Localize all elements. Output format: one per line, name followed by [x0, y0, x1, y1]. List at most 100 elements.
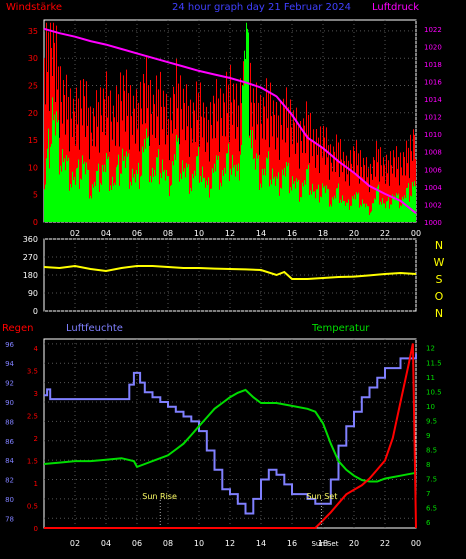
- pressure-tick-label: 1022: [424, 26, 442, 34]
- wind-tick-label: 35: [28, 27, 38, 36]
- time-tick-lower: 02: [70, 539, 80, 548]
- wind-tick-label: 25: [28, 82, 38, 91]
- pressure-series: [43, 27, 417, 214]
- pressure-tick-label: 1010: [424, 131, 442, 139]
- humidity-line: [44, 353, 417, 515]
- humidity-tick-label: 94: [5, 360, 14, 368]
- temperature-axis-title: Temperatur: [311, 323, 370, 334]
- time-tick-lower: 12: [225, 539, 235, 548]
- rain-tick-label: 0.5: [27, 503, 38, 511]
- temperature-tick-label: 10: [426, 403, 435, 411]
- compass-letter: S: [436, 273, 443, 286]
- lower-series: [43, 343, 417, 529]
- temperature-tick-label: 11.5: [426, 359, 442, 367]
- time-tick-upper: 10: [194, 229, 204, 238]
- direction-tick-label: 90: [28, 289, 38, 298]
- time-tick-lower: 20: [349, 539, 359, 548]
- sunset-label: Sun Set: [306, 492, 337, 501]
- rain-tick-label: 0: [34, 525, 38, 533]
- compass-letter: O: [435, 290, 444, 303]
- temperature-tick-label: 8: [426, 461, 430, 469]
- pressure-tick-label: 1020: [424, 43, 442, 51]
- humidity-tick-label: 90: [5, 399, 14, 407]
- time-tick-lower: 06: [132, 539, 142, 548]
- time-tick-upper: 12: [225, 229, 235, 238]
- temperature-tick-label: 11: [426, 374, 435, 382]
- time-tick-upper: 18: [318, 229, 328, 238]
- pressure-tick-label: 1018: [424, 61, 442, 69]
- temperature-tick-label: 6.5: [426, 505, 437, 513]
- axis-ticks: 0202040406060808101012121414161618182020…: [5, 26, 442, 548]
- temperature-tick-label: 9: [426, 432, 430, 440]
- rain-tick-label: 2.5: [27, 413, 38, 421]
- wind-tick-label: 10: [28, 163, 38, 172]
- rain-tick-label: 4: [34, 345, 39, 353]
- humidity-tick-label: 80: [5, 496, 14, 504]
- time-tick-upper: 16: [287, 229, 297, 238]
- time-tick-upper: 06: [132, 229, 142, 238]
- humidity-tick-label: 86: [5, 438, 14, 446]
- pressure-tick-label: 1002: [424, 201, 442, 209]
- humidity-tick-label: 92: [5, 380, 14, 388]
- wind-tick-label: 0: [33, 218, 38, 227]
- humidity-tick-label: 96: [5, 341, 14, 349]
- time-tick-upper: 00: [411, 229, 421, 238]
- humidity-tick-label: 88: [5, 418, 14, 426]
- direction-series: [43, 264, 417, 280]
- pressure-tick-label: 1006: [424, 166, 442, 174]
- wind-tick-label: 20: [28, 109, 38, 118]
- compass-letter: N: [435, 307, 443, 320]
- time-tick-lower: 04: [101, 539, 111, 548]
- rain-tick-label: 3.5: [27, 368, 38, 376]
- time-tick-lower: 18: [318, 539, 328, 548]
- compass-letter: W: [434, 256, 445, 269]
- pressure-tick-label: 1000: [424, 219, 442, 227]
- wind-tick-label: 30: [28, 54, 38, 63]
- time-tick-upper: 08: [163, 229, 173, 238]
- rain-axis-title: Regen: [2, 323, 34, 334]
- rain-line: [44, 343, 417, 529]
- time-tick-lower: 16: [287, 539, 297, 548]
- temperature-tick-label: 7: [426, 490, 430, 498]
- pressure-tick-label: 1016: [424, 78, 442, 86]
- pressure-tick-label: 1004: [424, 184, 442, 192]
- wind-series: [44, 22, 416, 222]
- temperature-line: [43, 388, 417, 483]
- time-tick-lower: 14: [256, 539, 266, 548]
- wind-tick-label: 5: [33, 191, 38, 200]
- direction-line: [43, 264, 417, 280]
- humidity-tick-label: 82: [5, 477, 14, 485]
- compass-letter: N: [435, 239, 443, 252]
- direction-tick-label: 270: [23, 253, 38, 262]
- temperature-tick-label: 9.5: [426, 417, 437, 425]
- humidity-axis-title: Luftfeuchte: [66, 323, 123, 334]
- rain-tick-label: 2: [34, 435, 38, 443]
- graph-title: 24 hour graph day 21 Februar 2024: [172, 2, 351, 13]
- direction-tick-label: 180: [23, 271, 38, 280]
- temperature-tick-label: 8.5: [426, 446, 437, 454]
- sunrise-label: Sun Rise: [142, 492, 177, 501]
- wind-tick-label: 15: [28, 136, 38, 145]
- time-tick-upper: 14: [256, 229, 266, 238]
- rain-tick-label: 1: [34, 480, 38, 488]
- pressure-line: [43, 27, 417, 214]
- pressure-axis-title: Luftdruck: [372, 2, 419, 13]
- rain-tick-label: 1.5: [27, 458, 38, 466]
- wind-axis-title: Windstärke: [6, 2, 62, 13]
- direction-tick-label: 0: [33, 307, 38, 316]
- time-tick-lower: 10: [194, 539, 204, 548]
- pressure-tick-label: 1014: [424, 96, 442, 104]
- temperature-tick-label: 7.5: [426, 476, 437, 484]
- time-tick-lower: 08: [163, 539, 173, 548]
- time-tick-lower: 00: [411, 539, 421, 548]
- time-tick-upper: 02: [70, 229, 80, 238]
- sunset-label-bottom: Sun Set: [311, 540, 338, 548]
- time-tick-upper: 22: [380, 229, 390, 238]
- time-tick-upper: 04: [101, 229, 111, 238]
- time-tick-lower: 22: [380, 539, 390, 548]
- temperature-tick-label: 6: [426, 519, 431, 527]
- direction-tick-label: 360: [23, 235, 38, 244]
- temperature-tick-label: 12: [426, 345, 435, 353]
